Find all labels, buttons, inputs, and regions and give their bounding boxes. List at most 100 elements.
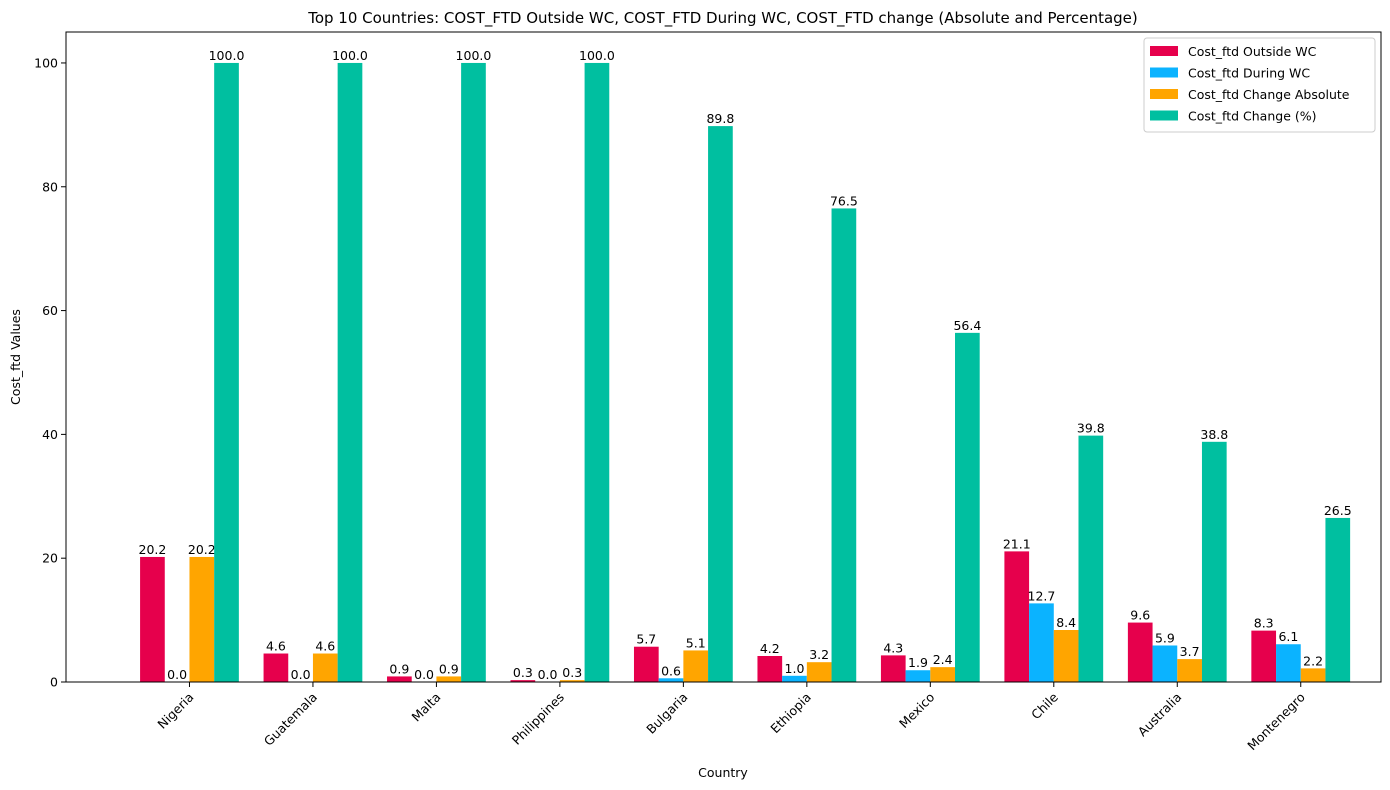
- y-tick-label: 0: [50, 675, 58, 690]
- bar: [1201, 441, 1227, 682]
- legend-box: [1143, 37, 1376, 133]
- bar: [436, 676, 462, 682]
- x-tick-label: Chile: [1028, 689, 1061, 722]
- bar: [905, 670, 931, 682]
- bar: [683, 650, 709, 682]
- series-0: 20.2 4.6 0.9 0.3 5.7 4.2 4.3 21.1 9.6 8.3: [139, 536, 1277, 682]
- data-label: 76.5: [830, 193, 858, 208]
- data-label: 0.0: [414, 667, 434, 682]
- series-1: 0.0 0.0 0.0 0.0 0.6 1.0 1.9 12.7 5.9 6.1: [167, 588, 1301, 682]
- data-label: 2.2: [1303, 653, 1323, 668]
- legend-swatch: [1150, 110, 1178, 121]
- bar: [955, 332, 980, 682]
- bar: [584, 62, 610, 682]
- data-label: 100.0: [332, 48, 368, 63]
- bar: [189, 556, 215, 682]
- bar: [1276, 644, 1301, 682]
- y-tick-label: 100: [34, 55, 58, 70]
- data-label: 0.9: [439, 661, 459, 676]
- data-label: 20.2: [139, 542, 167, 557]
- data-label: 56.4: [953, 318, 981, 333]
- bar: [1127, 622, 1153, 682]
- bar: [1325, 517, 1351, 682]
- data-label: 21.1: [1003, 536, 1031, 551]
- bar: [1177, 659, 1202, 682]
- series-3: 100.0 100.0 100.0 100.0 89.8 76.5 56.4 39.8 38.8…: [209, 48, 1352, 683]
- data-label: 9.6: [1130, 608, 1150, 623]
- legend-swatch: [1150, 67, 1178, 78]
- x-tick-label: Guatemala: [261, 690, 320, 749]
- bar: [806, 662, 832, 682]
- data-label: 0.6: [661, 663, 681, 678]
- data-label: 0.0: [538, 667, 558, 682]
- legend: Cost_ftd Outside WC Cost_ftd During WC Cos…: [1143, 37, 1376, 133]
- bar: [1004, 551, 1030, 682]
- data-label: 0.9: [389, 661, 409, 676]
- legend-label: Cost_ftd Outside WC: [1188, 44, 1317, 59]
- data-label: 0.3: [513, 665, 533, 680]
- y-tick-label: 60: [42, 303, 58, 318]
- series-2: 20.2 4.6 0.9 0.3 5.1 3.2 2.4 8.4 3.7 2.2: [188, 542, 1326, 682]
- x-tick-label: Australia: [1135, 690, 1185, 740]
- plot-frame: [65, 31, 1382, 683]
- bar: [1053, 630, 1079, 682]
- data-label: 0.0: [167, 667, 187, 682]
- data-label: 8.4: [1056, 615, 1076, 630]
- legend-label: Cost_ftd Change (%): [1188, 109, 1317, 124]
- bar: [1152, 645, 1178, 682]
- x-tick-label: Mexico: [896, 690, 937, 731]
- data-label: 3.7: [1180, 644, 1200, 659]
- data-label: 3.2: [809, 647, 829, 662]
- bar: [1300, 668, 1326, 682]
- x-axis-label: Country: [698, 765, 748, 780]
- bar: [263, 653, 289, 682]
- data-label: 1.9: [908, 655, 928, 670]
- y-tick-label: 80: [42, 179, 58, 194]
- plot-area: 20.24.60.9 0.35.74.2 4.321.19.68.30.0 0.0 0.…: [34, 31, 1382, 753]
- bar: [337, 62, 363, 682]
- data-label: 5.9: [1155, 630, 1175, 645]
- data-label: 26.5: [1324, 503, 1352, 518]
- data-label: 0.3: [562, 665, 582, 680]
- x-tick-label: Ethiopia: [767, 690, 814, 737]
- data-label: 8.3: [1254, 616, 1274, 631]
- bar: [708, 126, 733, 683]
- y-tick-label: 40: [42, 427, 58, 442]
- bar: [880, 655, 906, 682]
- bar: [461, 62, 486, 682]
- legend-swatch: [1150, 89, 1178, 99]
- bar: [510, 680, 536, 682]
- bar: [1029, 603, 1054, 682]
- bar: [831, 208, 857, 682]
- data-label: 20.2: [188, 542, 216, 557]
- data-label: 89.8: [706, 111, 734, 126]
- data-label: 100.0: [579, 48, 615, 63]
- bar: [658, 678, 684, 682]
- bar: [1078, 435, 1104, 682]
- x-tick-label: Nigeria: [154, 690, 196, 732]
- data-label: 1.0: [785, 661, 805, 676]
- y-axis-label: Cost_ftd Values: [8, 309, 23, 405]
- data-label: 100.0: [209, 48, 245, 63]
- x-tick-label: Malta: [409, 690, 444, 725]
- data-label: 38.8: [1200, 427, 1228, 442]
- data-label: 6.1: [1278, 629, 1298, 644]
- bar: [930, 667, 956, 682]
- data-label: 4.6: [266, 639, 286, 654]
- bar: [633, 646, 659, 682]
- bar: [214, 62, 239, 682]
- x-tick-label: Bulgaria: [643, 690, 690, 737]
- legend-label: Cost_ftd During WC: [1188, 66, 1310, 81]
- bar: [782, 675, 807, 682]
- y-tick-label: 20: [42, 551, 58, 566]
- legend-label: Cost_ftd Change Absolute: [1188, 87, 1350, 102]
- data-label: 5.7: [636, 632, 656, 647]
- data-label: 39.8: [1077, 421, 1105, 436]
- bar: [757, 656, 783, 682]
- data-label: 4.2: [760, 641, 780, 656]
- bar: [312, 653, 338, 682]
- data-label: 100.0: [456, 48, 492, 63]
- x-tick-label: Philippines: [509, 690, 567, 748]
- bar: [559, 680, 585, 682]
